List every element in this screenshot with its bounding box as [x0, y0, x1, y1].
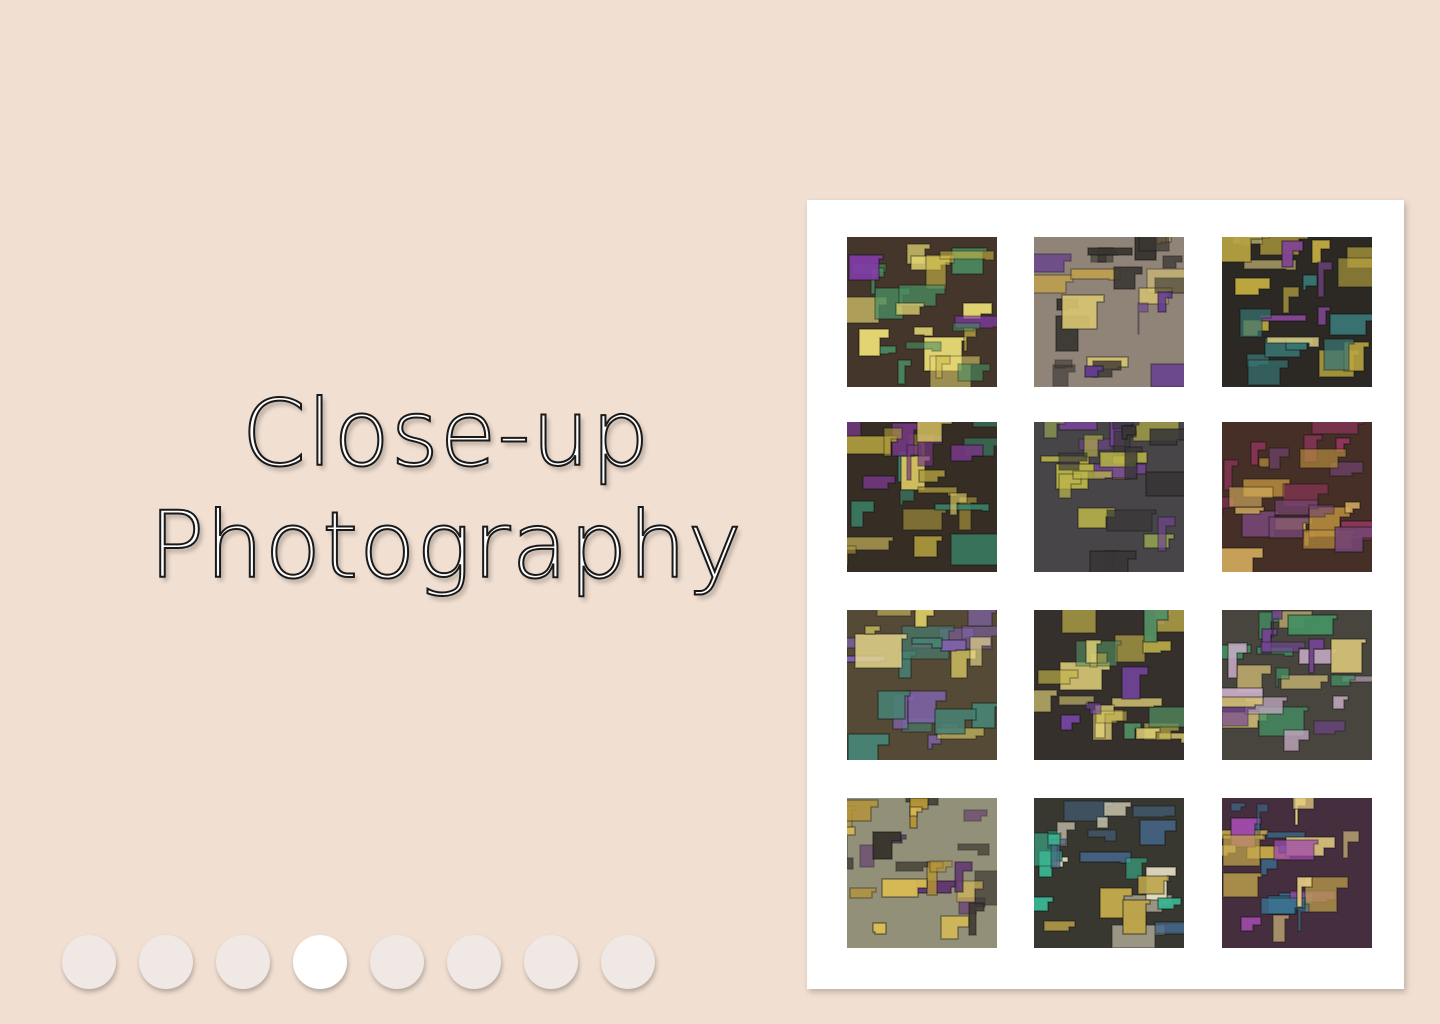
- photo-bismuth-3[interactable]: [1222, 237, 1372, 387]
- photo-bismuth-12[interactable]: [1222, 798, 1372, 948]
- photo-bismuth-1-image: [847, 237, 997, 387]
- photo-bismuth-10-image: [847, 798, 997, 948]
- photo-bismuth-8[interactable]: [1034, 610, 1184, 760]
- pagination-dot-6[interactable]: [447, 935, 501, 989]
- photo-bismuth-6[interactable]: [1222, 422, 1372, 572]
- photo-bismuth-5[interactable]: [1034, 422, 1184, 572]
- photo-bismuth-7[interactable]: [847, 610, 997, 760]
- pagination-dot-2[interactable]: [139, 935, 193, 989]
- photo-bismuth-10[interactable]: [847, 798, 997, 948]
- photo-bismuth-1[interactable]: [847, 237, 997, 387]
- page-title: Close-up Photography: [96, 378, 796, 602]
- photo-bismuth-11[interactable]: [1034, 798, 1184, 948]
- pagination-dot-1[interactable]: [62, 935, 116, 989]
- photo-bismuth-9[interactable]: [1222, 610, 1372, 760]
- pagination-dot-8[interactable]: [601, 935, 655, 989]
- photo-bismuth-7-image: [847, 610, 997, 760]
- slide-pagination: [62, 935, 655, 989]
- photo-bismuth-5-image: [1034, 422, 1184, 572]
- pagination-dot-3[interactable]: [216, 935, 270, 989]
- photo-gallery: [807, 200, 1404, 989]
- pagination-dot-7[interactable]: [524, 935, 578, 989]
- photo-bismuth-9-image: [1222, 610, 1372, 760]
- photo-bismuth-4[interactable]: [847, 422, 997, 572]
- photo-bismuth-11-image: [1034, 798, 1184, 948]
- photo-bismuth-2[interactable]: [1034, 237, 1184, 387]
- photo-bismuth-3-image: [1222, 237, 1372, 387]
- title-line-1: Close-up: [241, 379, 651, 488]
- photo-bismuth-2-image: [1034, 237, 1184, 387]
- pagination-dot-4-active[interactable]: [293, 935, 347, 989]
- pagination-dot-5[interactable]: [370, 935, 424, 989]
- photo-bismuth-4-image: [847, 422, 997, 572]
- title-line-2: Photography: [148, 491, 743, 600]
- photo-bismuth-12-image: [1222, 798, 1372, 948]
- photo-bismuth-8-image: [1034, 610, 1184, 760]
- photo-bismuth-6-image: [1222, 422, 1372, 572]
